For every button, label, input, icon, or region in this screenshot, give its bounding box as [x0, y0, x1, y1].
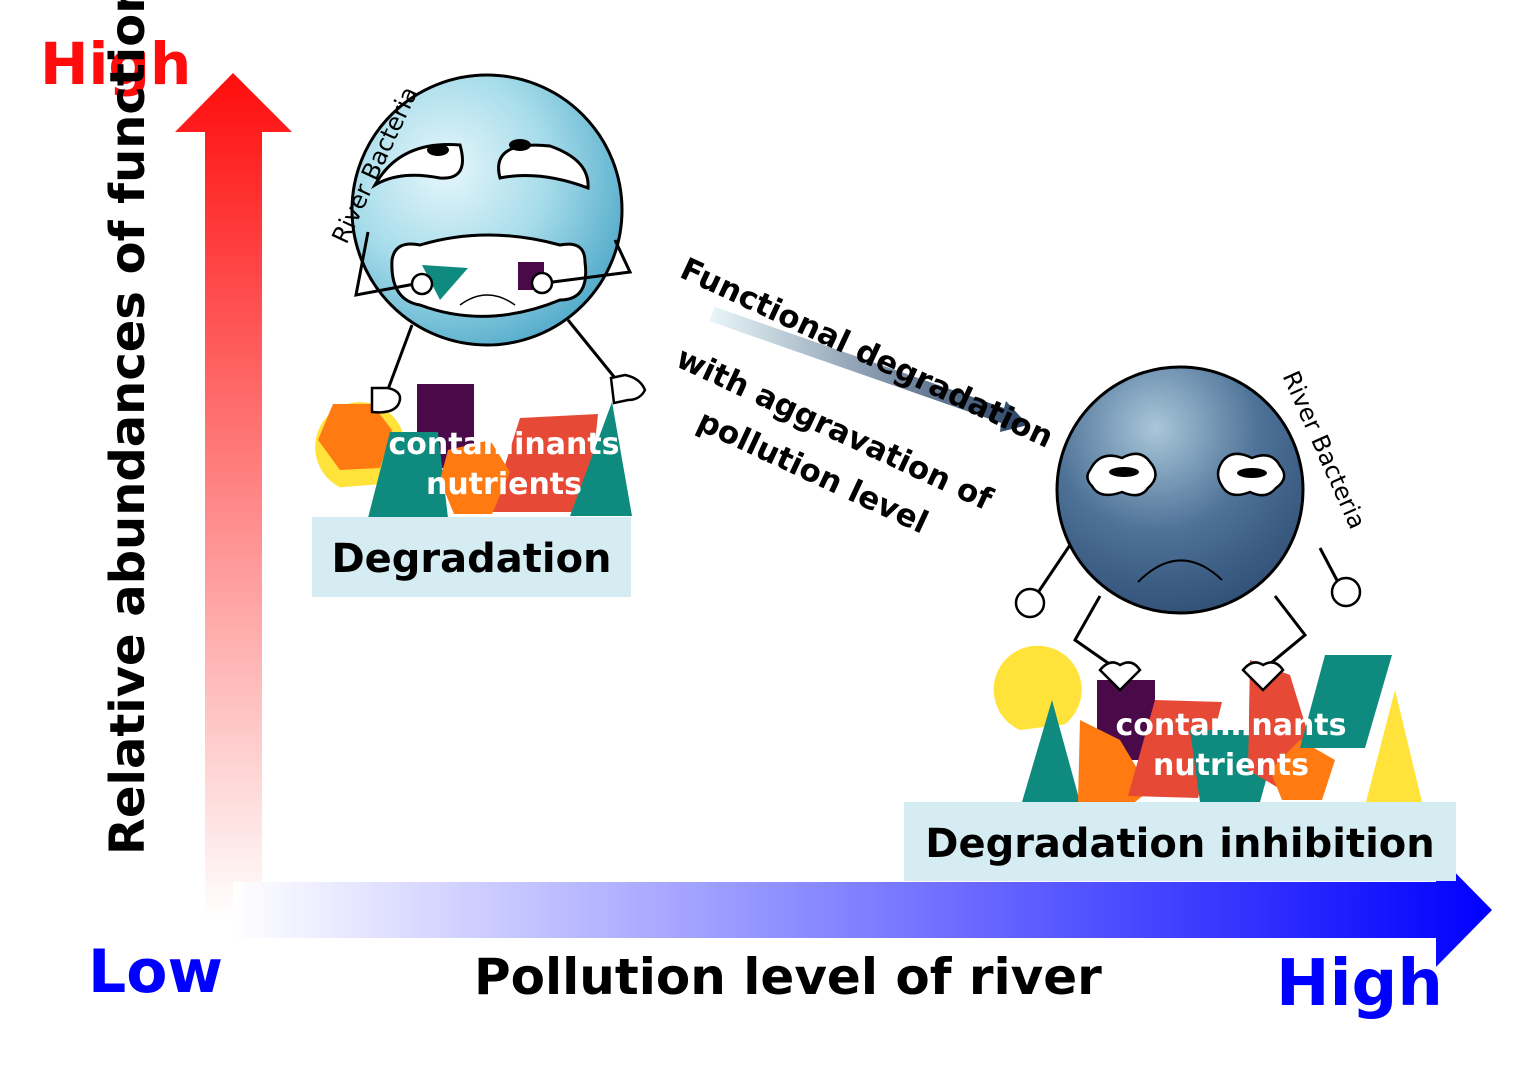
left-pile-text: contaminants nutrients	[388, 425, 620, 505]
right-pile-nutrients: nutrients	[1152, 748, 1310, 783]
transition-arrow	[709, 307, 1028, 432]
left-contaminant-pile	[315, 384, 632, 518]
left-pile-nutrients: nutrients	[425, 467, 583, 502]
right-contaminant-pile	[993, 645, 1422, 802]
right-bacteria	[1014, 365, 1362, 692]
right-pile-contaminants: contaminants	[1115, 708, 1347, 743]
degradation-box: Degradation	[312, 517, 631, 597]
x-axis-low-label: Low	[88, 937, 223, 1007]
degradation-inhibition-box: Degradation inhibition	[904, 802, 1456, 881]
right-pile-text: contaminants nutrients	[1115, 706, 1347, 786]
y-axis-arrow	[175, 73, 292, 920]
x-axis-arrow	[233, 853, 1492, 967]
left-bacteria	[350, 73, 647, 414]
x-axis-high-label: High	[1276, 947, 1443, 1021]
y-axis-high-label: High	[40, 30, 192, 98]
left-pile-contaminants: contaminants	[388, 427, 620, 462]
x-axis-title: Pollution level of river	[474, 948, 1102, 1006]
y-axis-title: Relative abundances of functional genes	[100, 0, 156, 855]
